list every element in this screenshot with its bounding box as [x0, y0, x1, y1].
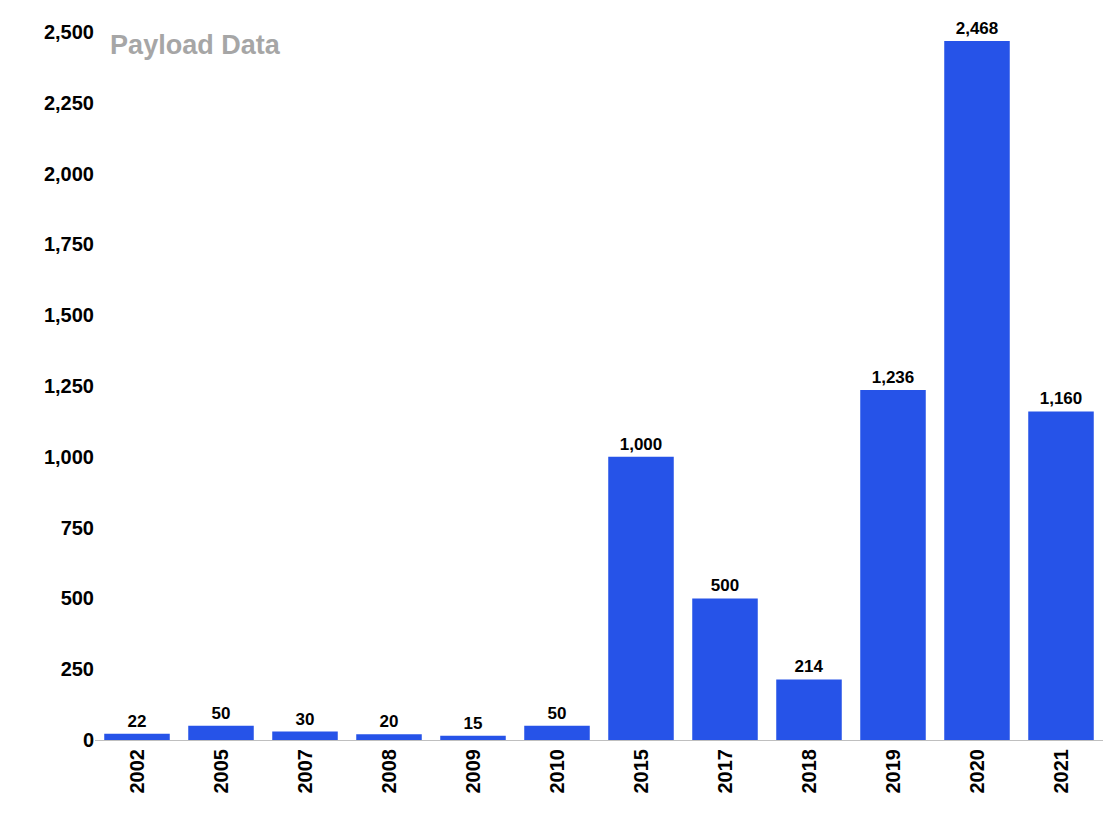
svg-text:1,750: 1,750	[44, 233, 94, 255]
svg-text:1,160: 1,160	[1040, 389, 1083, 408]
svg-text:1,000: 1,000	[620, 435, 663, 454]
svg-text:50: 50	[548, 704, 567, 723]
svg-text:2015: 2015	[630, 749, 652, 794]
svg-text:2002: 2002	[126, 749, 148, 794]
svg-text:1,000: 1,000	[44, 446, 94, 468]
svg-text:500: 500	[711, 576, 739, 595]
svg-text:1,236: 1,236	[872, 368, 915, 387]
svg-text:Payload Data: Payload Data	[110, 30, 281, 60]
svg-text:2005: 2005	[210, 749, 232, 794]
svg-text:20: 20	[380, 712, 399, 731]
svg-text:2019: 2019	[882, 749, 904, 794]
svg-text:2017: 2017	[714, 749, 736, 794]
svg-text:2008: 2008	[378, 749, 400, 794]
svg-text:214: 214	[795, 657, 824, 676]
svg-text:2,250: 2,250	[44, 92, 94, 114]
svg-text:2,000: 2,000	[44, 163, 94, 185]
svg-text:2018: 2018	[798, 749, 820, 794]
svg-text:1,250: 1,250	[44, 375, 94, 397]
svg-text:1,500: 1,500	[44, 304, 94, 326]
svg-text:2009: 2009	[462, 749, 484, 794]
svg-text:50: 50	[212, 704, 231, 723]
svg-text:22: 22	[128, 712, 147, 731]
svg-text:2,468: 2,468	[956, 19, 999, 38]
svg-text:2010: 2010	[546, 749, 568, 794]
svg-text:2021: 2021	[1050, 749, 1072, 794]
svg-text:15: 15	[464, 714, 483, 733]
svg-text:500: 500	[61, 587, 94, 609]
svg-text:750: 750	[61, 517, 94, 539]
svg-text:250: 250	[61, 658, 94, 680]
svg-text:2007: 2007	[294, 749, 316, 794]
svg-text:30: 30	[296, 710, 315, 729]
svg-text:2020: 2020	[966, 749, 988, 794]
svg-text:2,500: 2,500	[44, 21, 94, 43]
svg-text:0: 0	[83, 729, 94, 751]
